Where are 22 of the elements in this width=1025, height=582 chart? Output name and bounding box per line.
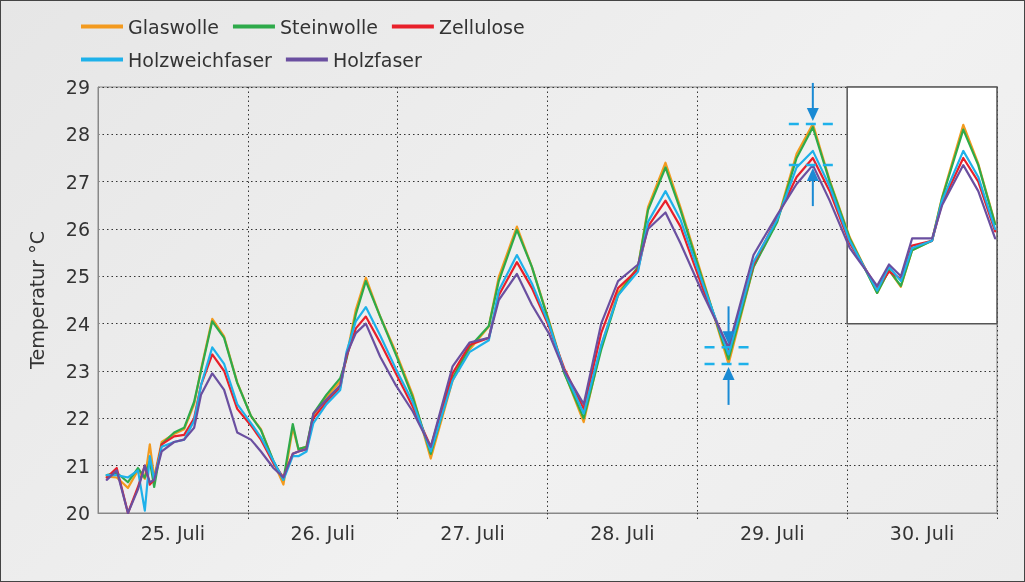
y-tick-label: 26: [65, 218, 90, 240]
y-tick-label: 23: [65, 360, 90, 382]
y-tick-label: 21: [65, 454, 90, 477]
legend-label: Holzweichfaser: [128, 48, 273, 71]
y-axis-title: Temperatur °C: [25, 231, 48, 370]
y-tick-label: 24: [65, 312, 90, 335]
x-tick-label: 27. Juli: [440, 521, 505, 544]
x-tick-label: 26. Juli: [290, 521, 355, 544]
x-tick-label: 28. Juli: [590, 521, 655, 544]
legend-label: Holzfaser: [332, 48, 422, 71]
y-tick-label: 20: [65, 502, 90, 524]
legend-label: Steinwolle: [279, 15, 378, 38]
x-tick-label: 30. Juli: [889, 521, 955, 544]
y-tick-label: 29: [65, 76, 90, 98]
legend-label: Glaswolle: [128, 15, 219, 38]
y-tick-label: 25: [65, 265, 90, 288]
legend-label: Zellulose: [438, 15, 525, 38]
y-tick-label: 22: [65, 407, 90, 430]
y-tick-label: 27: [65, 170, 90, 193]
y-tick-label: 28: [65, 123, 90, 146]
x-tick-label: 25. Juli: [140, 521, 206, 544]
x-tick-label: 29. Juli: [740, 521, 805, 544]
